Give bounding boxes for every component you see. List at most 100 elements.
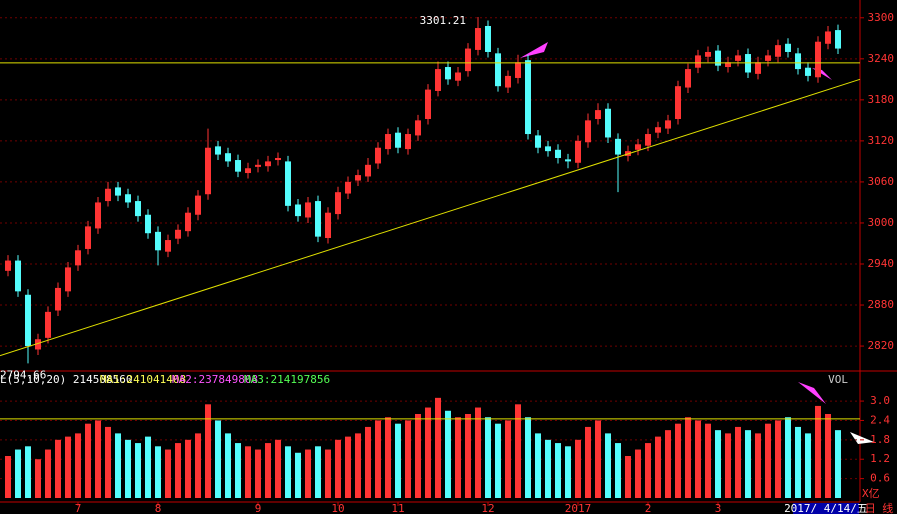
candle-body (675, 86, 681, 120)
volume-bar (805, 433, 811, 498)
volume-title: VOL (828, 373, 848, 386)
candle-body (545, 146, 551, 152)
candle-body (525, 60, 531, 135)
volume-bar (145, 436, 151, 498)
volume-bar (585, 426, 591, 498)
candle-body (575, 140, 581, 163)
x-tick-label: 7 (75, 502, 82, 514)
volume-bar (105, 426, 111, 498)
candle-body (65, 267, 71, 292)
volume-bar (45, 449, 51, 498)
volume-bar (55, 439, 61, 498)
volume-bar (325, 449, 331, 498)
volume-bar (125, 439, 131, 498)
volume-bar (725, 433, 731, 498)
candle-body (395, 132, 401, 148)
volume-bar (695, 420, 701, 498)
y-tick-label: 2940 (868, 257, 895, 270)
candle-body (645, 134, 651, 146)
volume-bar (425, 407, 431, 498)
volume-bar (185, 439, 191, 498)
candle-body (655, 127, 661, 133)
volume-bar (615, 443, 621, 498)
volume-bar (355, 433, 361, 498)
volume-bar (335, 439, 341, 498)
candle-body (335, 192, 341, 215)
volume-bar (265, 443, 271, 498)
candle-body (735, 55, 741, 61)
volume-bar (75, 433, 81, 498)
candle-body (75, 250, 81, 266)
volume-bar (495, 423, 501, 498)
y-tick-label: 1.8 (870, 433, 890, 446)
y-tick-label: 3120 (868, 134, 895, 147)
candle-body (255, 164, 261, 167)
candle-body (285, 161, 291, 206)
volume-bar (25, 446, 31, 498)
candle-body (415, 120, 421, 136)
candle-body (365, 164, 371, 177)
volume-bar (405, 420, 411, 498)
candle-body (555, 149, 561, 158)
candle-body (235, 160, 241, 172)
candle-body (835, 30, 841, 49)
y-tick-label: 3000 (868, 216, 895, 229)
volume-bar (705, 423, 711, 498)
candle-body (35, 339, 41, 350)
x-tick-label: 3 (715, 502, 722, 514)
candle-body (515, 62, 521, 78)
volume-bar (525, 417, 531, 498)
candle-body (465, 48, 471, 72)
volume-bar (515, 404, 521, 498)
volume-bar (545, 439, 551, 498)
x-tick-label: 12 (481, 502, 494, 514)
candle-body (355, 175, 361, 181)
candle-body (295, 204, 301, 217)
x-tick-label: 2 (645, 502, 652, 514)
volume-bar (595, 420, 601, 498)
candle-body (315, 201, 321, 237)
volume-bar (115, 433, 121, 498)
trend-line (0, 78, 861, 357)
volume-bar (375, 420, 381, 498)
volume-bar (685, 417, 691, 498)
volume-bar (415, 414, 421, 498)
volume-bar (775, 420, 781, 498)
candle-body (725, 62, 731, 68)
candle-body (45, 311, 51, 338)
candle-body (125, 194, 131, 203)
volume-bar (645, 443, 651, 498)
candle-body (155, 231, 161, 251)
volume-bar (815, 405, 821, 498)
volume-bar (785, 417, 791, 498)
volume-bar (165, 449, 171, 498)
volume-bar (385, 417, 391, 498)
volume-bar (85, 423, 91, 498)
volume-bar (255, 449, 261, 498)
y-tick-label: 0.6 (870, 472, 890, 485)
candle-body (455, 72, 461, 81)
candle-body (385, 134, 391, 150)
candle-body (405, 134, 411, 150)
candle-body (695, 55, 701, 68)
volume-bar (245, 446, 251, 498)
candle-body (615, 138, 621, 155)
candle-body (55, 287, 61, 311)
volume-bar (395, 423, 401, 498)
volume-bar (225, 433, 231, 498)
volume-bar (235, 443, 241, 498)
volume-bar (535, 433, 541, 498)
volume-bar (295, 452, 301, 498)
volume-bar (445, 410, 451, 498)
candle-body (665, 120, 671, 129)
y-tick-label: 3060 (868, 175, 895, 188)
candle-body (325, 212, 331, 239)
volume-bar (435, 397, 441, 498)
candle-body (135, 201, 141, 217)
candle-body (305, 202, 311, 218)
y-tick-label: 2.4 (870, 413, 890, 426)
volume-bar (65, 436, 71, 498)
candle-body (225, 153, 231, 162)
volume-bar (635, 449, 641, 498)
